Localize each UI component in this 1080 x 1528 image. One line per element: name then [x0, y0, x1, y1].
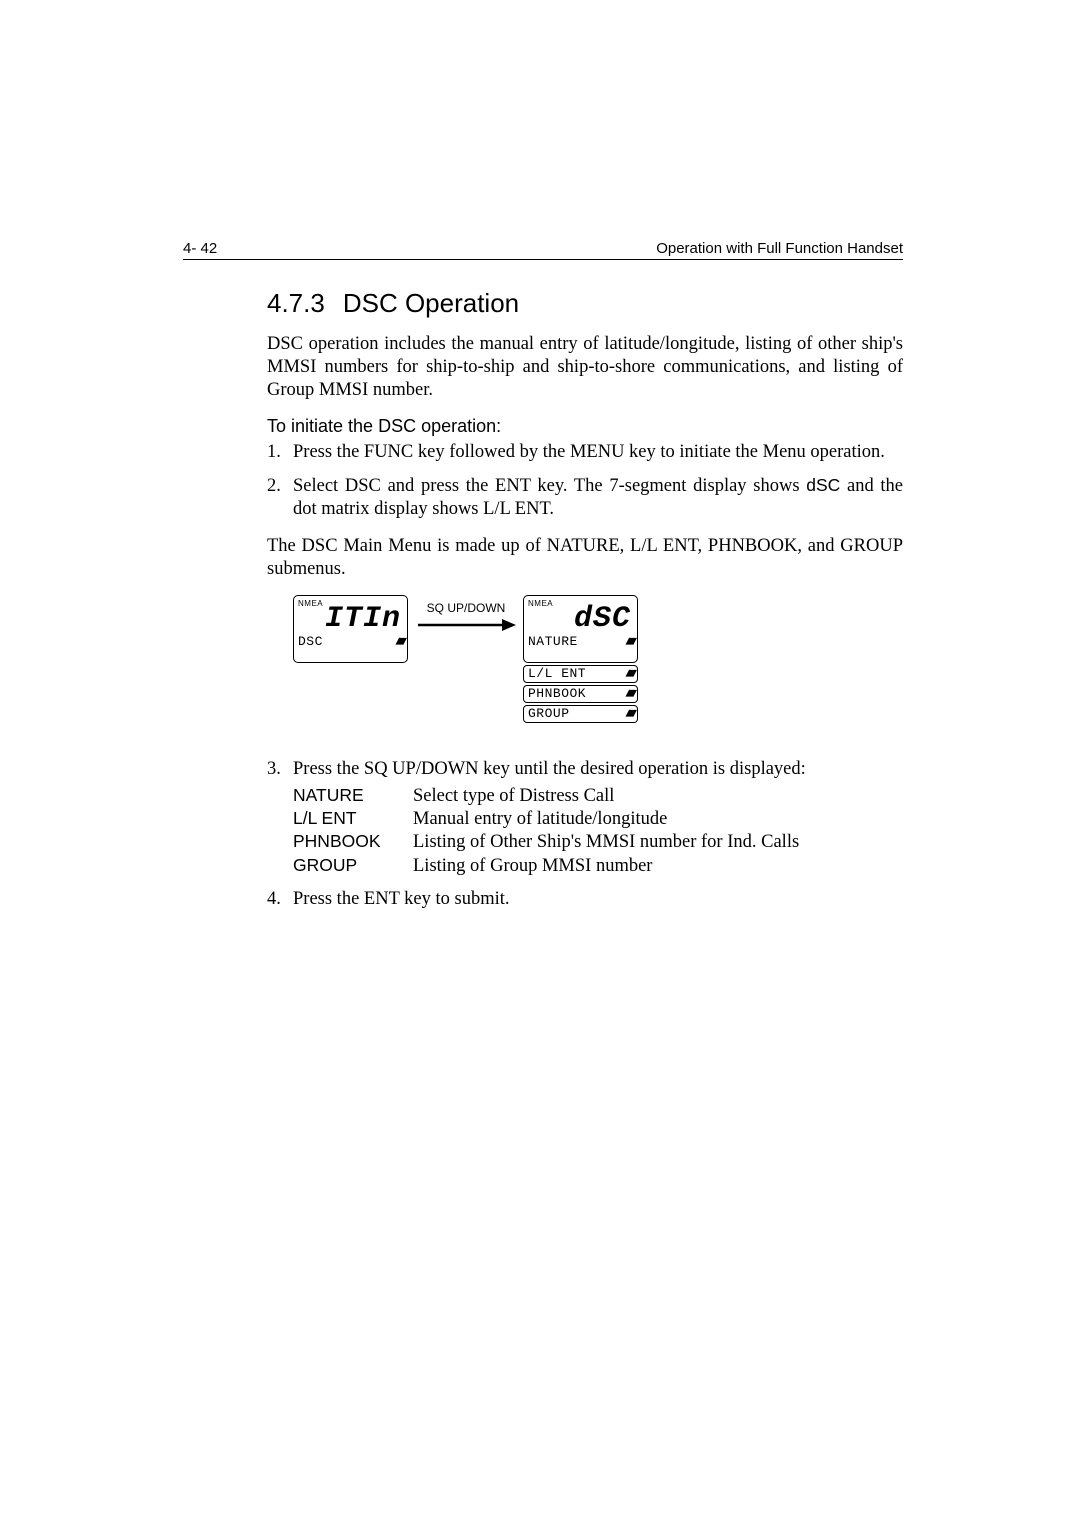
step-number: 3. — [267, 758, 293, 878]
def-term: GROUP — [293, 855, 413, 878]
step-2: 2. Select DSC and press the ENT key. The… — [267, 475, 903, 521]
def-text: Listing of Other Ship's MMSI number for … — [413, 831, 903, 854]
step-text: Press the ENT key to submit. — [293, 888, 903, 911]
step-number: 2. — [267, 475, 293, 521]
initiate-subhead: To initiate the DSC operation: — [267, 416, 903, 437]
def-term: PHNBOOK — [293, 831, 413, 854]
seven-seg-left: ITIn — [298, 606, 403, 633]
step-4: 4. Press the ENT key to submit. — [267, 888, 903, 911]
def-row: NATURE Select type of Distress Call — [293, 785, 903, 808]
section-heading: 4.7.3 DSC Operation — [267, 288, 903, 319]
def-term: L/L ENT — [293, 808, 413, 831]
sq-arrow-label: SQ UP/DOWN — [411, 601, 521, 615]
lcd-sub-label: L/L ENT — [528, 666, 586, 682]
steps-1-2: 1. Press the FUNC key followed by the ME… — [267, 441, 903, 520]
intro-paragraph: DSC operation includes the manual entry … — [267, 333, 903, 402]
step-body: Press the SQ UP/DOWN key until the desir… — [293, 758, 903, 878]
sq-arrow: SQ UP/DOWN — [411, 601, 521, 633]
page-content: 4.7.3 DSC Operation DSC operation include… — [267, 288, 903, 911]
steps-3-4: 3. Press the SQ UP/DOWN key until the de… — [267, 758, 903, 911]
dot-right-text: NATURE — [528, 634, 578, 649]
updown-arrows-icon: ▲▼ — [625, 634, 633, 649]
lcd-sub-1: L/L ENT ▲▼ — [523, 665, 638, 683]
manual-page: 4- 42 Operation with Full Function Hands… — [183, 240, 903, 925]
step-text: Press the FUNC key followed by the MENU … — [293, 441, 903, 464]
lcd-sub-3: GROUP ▲▼ — [523, 705, 638, 723]
updown-arrows-icon: ▲▼ — [625, 706, 633, 722]
dot-left-text: DSC — [298, 634, 323, 649]
step-number: 4. — [267, 888, 293, 911]
def-text: Listing of Group MMSI number — [413, 855, 903, 878]
page-number: 4- 42 — [183, 240, 217, 257]
def-row: L/L ENT Manual entry of latitude/longitu… — [293, 808, 903, 831]
step-3-lead: Press the SQ UP/DOWN key until the desir… — [293, 759, 806, 779]
mainmenu-paragraph: The DSC Main Menu is made up of NATURE, … — [267, 535, 903, 581]
step-number: 1. — [267, 441, 293, 464]
updown-arrows-icon: ▲▼ — [625, 666, 633, 682]
lcd-figure: NMEA ITIn DSC ▲▼ SQ UP/DOWN NMEA dSC NAT… — [293, 595, 903, 740]
section-number: 4.7.3 — [267, 288, 325, 318]
running-head: Operation with Full Function Handset — [656, 240, 903, 257]
section-title: DSC Operation — [343, 288, 519, 318]
lcd-sub-2: PHNBOOK ▲▼ — [523, 685, 638, 703]
lcd-right-panel: NMEA dSC NATURE ▲▼ — [523, 595, 638, 663]
def-text: Manual entry of latitude/longitude — [413, 808, 903, 831]
step-3: 3. Press the SQ UP/DOWN key until the de… — [267, 758, 903, 878]
def-row: PHNBOOK Listing of Other Ship's MMSI num… — [293, 831, 903, 854]
step-2-pre: Select DSC and press the ENT key. The 7-… — [293, 476, 806, 496]
step-2-code: dSC — [806, 475, 840, 495]
lcd-sub-label: GROUP — [528, 706, 570, 722]
seven-seg-right: dSC — [528, 606, 633, 633]
def-term: NATURE — [293, 785, 413, 808]
lcd-left-panel: NMEA ITIn DSC ▲▼ — [293, 595, 408, 663]
lcd-sub-label: PHNBOOK — [528, 686, 586, 702]
step-1: 1. Press the FUNC key followed by the ME… — [267, 441, 903, 464]
step-text: Select DSC and press the ENT key. The 7-… — [293, 475, 903, 521]
arrow-right-icon — [416, 617, 516, 633]
definition-list: NATURE Select type of Distress Call L/L … — [293, 785, 903, 878]
def-row: GROUP Listing of Group MMSI number — [293, 855, 903, 878]
updown-arrows-icon: ▲▼ — [395, 634, 403, 649]
page-header: 4- 42 Operation with Full Function Hands… — [183, 240, 903, 260]
updown-arrows-icon: ▲▼ — [625, 686, 633, 702]
def-text: Select type of Distress Call — [413, 785, 903, 808]
